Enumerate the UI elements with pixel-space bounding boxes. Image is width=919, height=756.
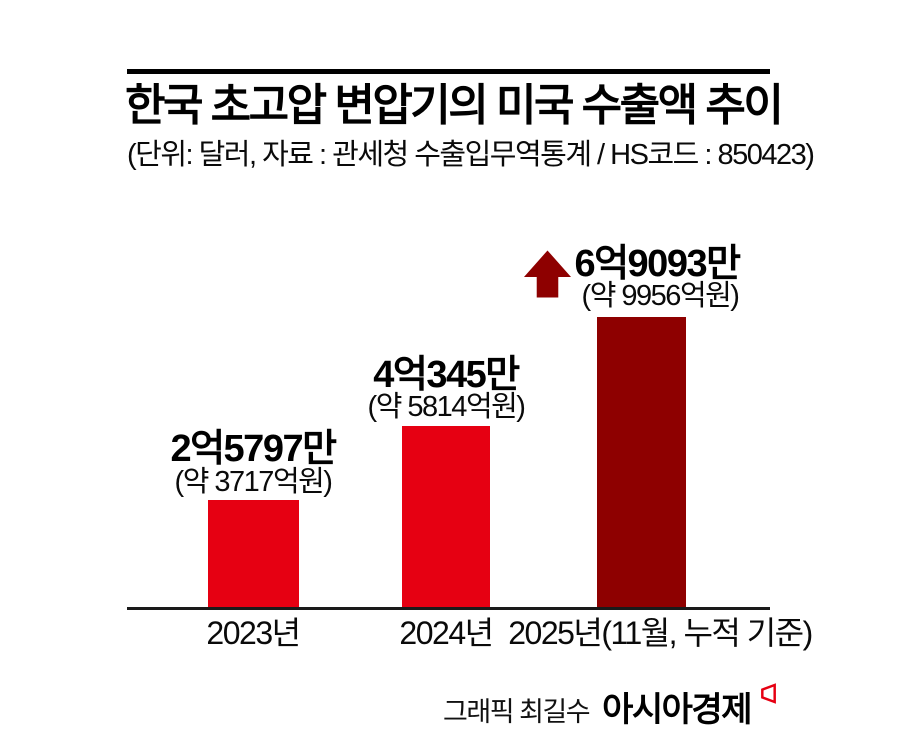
x-axis-label-2023: 2023년 — [206, 615, 301, 651]
page-title: 한국 초고압 변압기의 미국 수출액 추이 — [125, 81, 784, 130]
bar-value-label-2023: 2억5797만 — [170, 428, 337, 470]
brand-logo-text: 아시아경제 — [602, 691, 752, 729]
bar-sub-label-2023: (약 3717억원) — [174, 466, 333, 498]
bar-2024 — [402, 426, 490, 607]
bar-sub-label-2024: (약 5814억원) — [367, 391, 526, 423]
x-axis-label-2024: 2024년 — [399, 615, 494, 651]
asiae-brand-mark-icon — [761, 683, 776, 704]
bar-value-label-2024: 4억345만 — [373, 354, 520, 396]
graphic-byline: 그래픽 최길수 — [443, 697, 591, 727]
bar-sub-label-2025: (약 9956억원) — [581, 280, 740, 312]
bar-2023 — [208, 500, 299, 607]
x-axis-line — [127, 607, 770, 610]
up-arrow-icon — [523, 250, 572, 298]
header-rule — [127, 69, 770, 74]
credit-line: 그래픽 최길수 아시아경제 — [443, 682, 777, 731]
bar-2025 — [597, 317, 686, 607]
bar-value-label-2025: 6억9093만 — [574, 243, 741, 285]
x-axis-label-2025: 2025년(11월, 누적 기준) — [508, 615, 813, 651]
chart-subtitle-source: (단위: 달러, 자료 : 관세청 수출입무역통계 / HS코드 : 85042… — [127, 139, 815, 171]
